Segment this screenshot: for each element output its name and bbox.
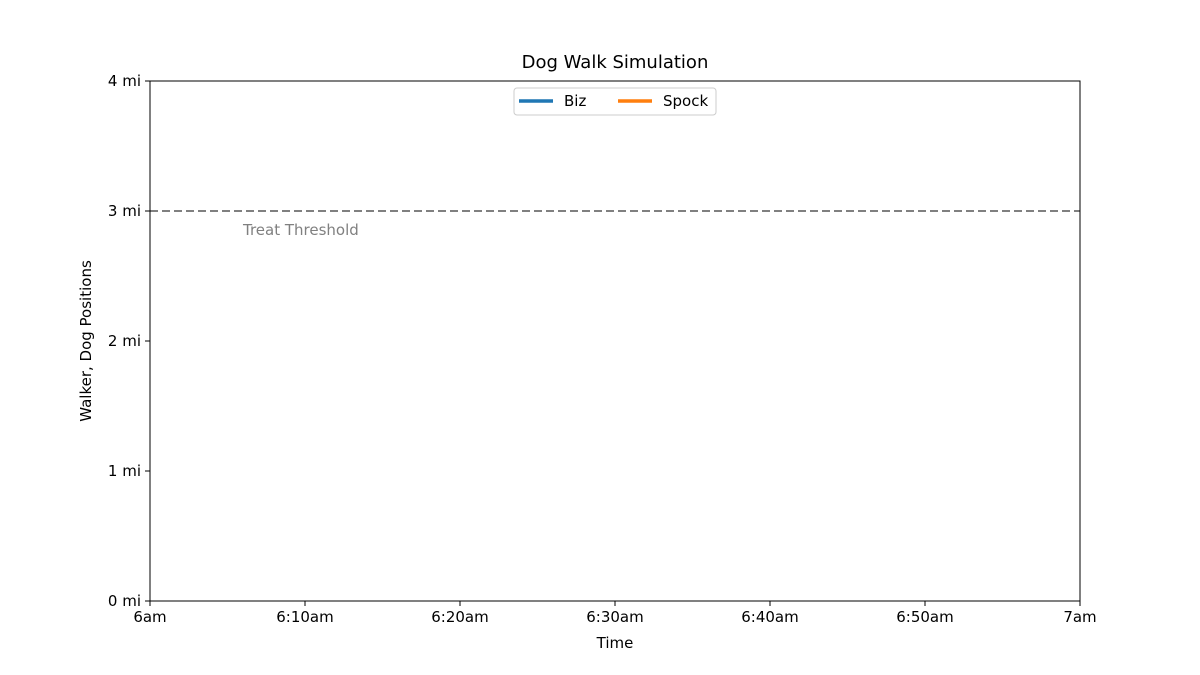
y-tick-label: 1 mi — [108, 462, 141, 480]
plot-frame — [149, 80, 1081, 602]
y-tick-label: 0 mi — [108, 592, 141, 610]
y-tick-label: 4 mi — [108, 72, 141, 90]
chart-title: Dog Walk Simulation — [522, 52, 709, 73]
x-tick-label: 6:10am — [276, 608, 334, 626]
y-tick-label: 2 mi — [108, 332, 141, 350]
x-tick-label: 6:30am — [586, 608, 644, 626]
legend-label-spock: Spock — [663, 92, 708, 110]
legend: Biz Spock — [513, 87, 717, 116]
y-tick-label: 3 mi — [108, 202, 141, 220]
y-axis-label: Walker, Dog Positions — [77, 260, 95, 422]
legend-box — [513, 87, 717, 116]
x-tick-label: 6:40am — [741, 608, 799, 626]
x-tick-label: 7am — [1063, 608, 1096, 626]
reference-lines: Treat Threshold — [150, 210, 1080, 239]
legend-label-biz: Biz — [564, 92, 586, 110]
x-tick-label: 6am — [133, 608, 166, 626]
x-tick-label: 6:50am — [896, 608, 954, 626]
x-axis-label: Time — [596, 634, 634, 652]
x-tick-label: 6:20am — [431, 608, 489, 626]
treat-threshold-label: Treat Threshold — [242, 221, 359, 239]
x-axis-ticks: 6am 6:10am 6:20am 6:30am 6:40am 6:50am 7am — [133, 601, 1097, 626]
y-axis-ticks: 0 mi 1 mi 2 mi 3 mi 4 mi — [108, 72, 150, 610]
